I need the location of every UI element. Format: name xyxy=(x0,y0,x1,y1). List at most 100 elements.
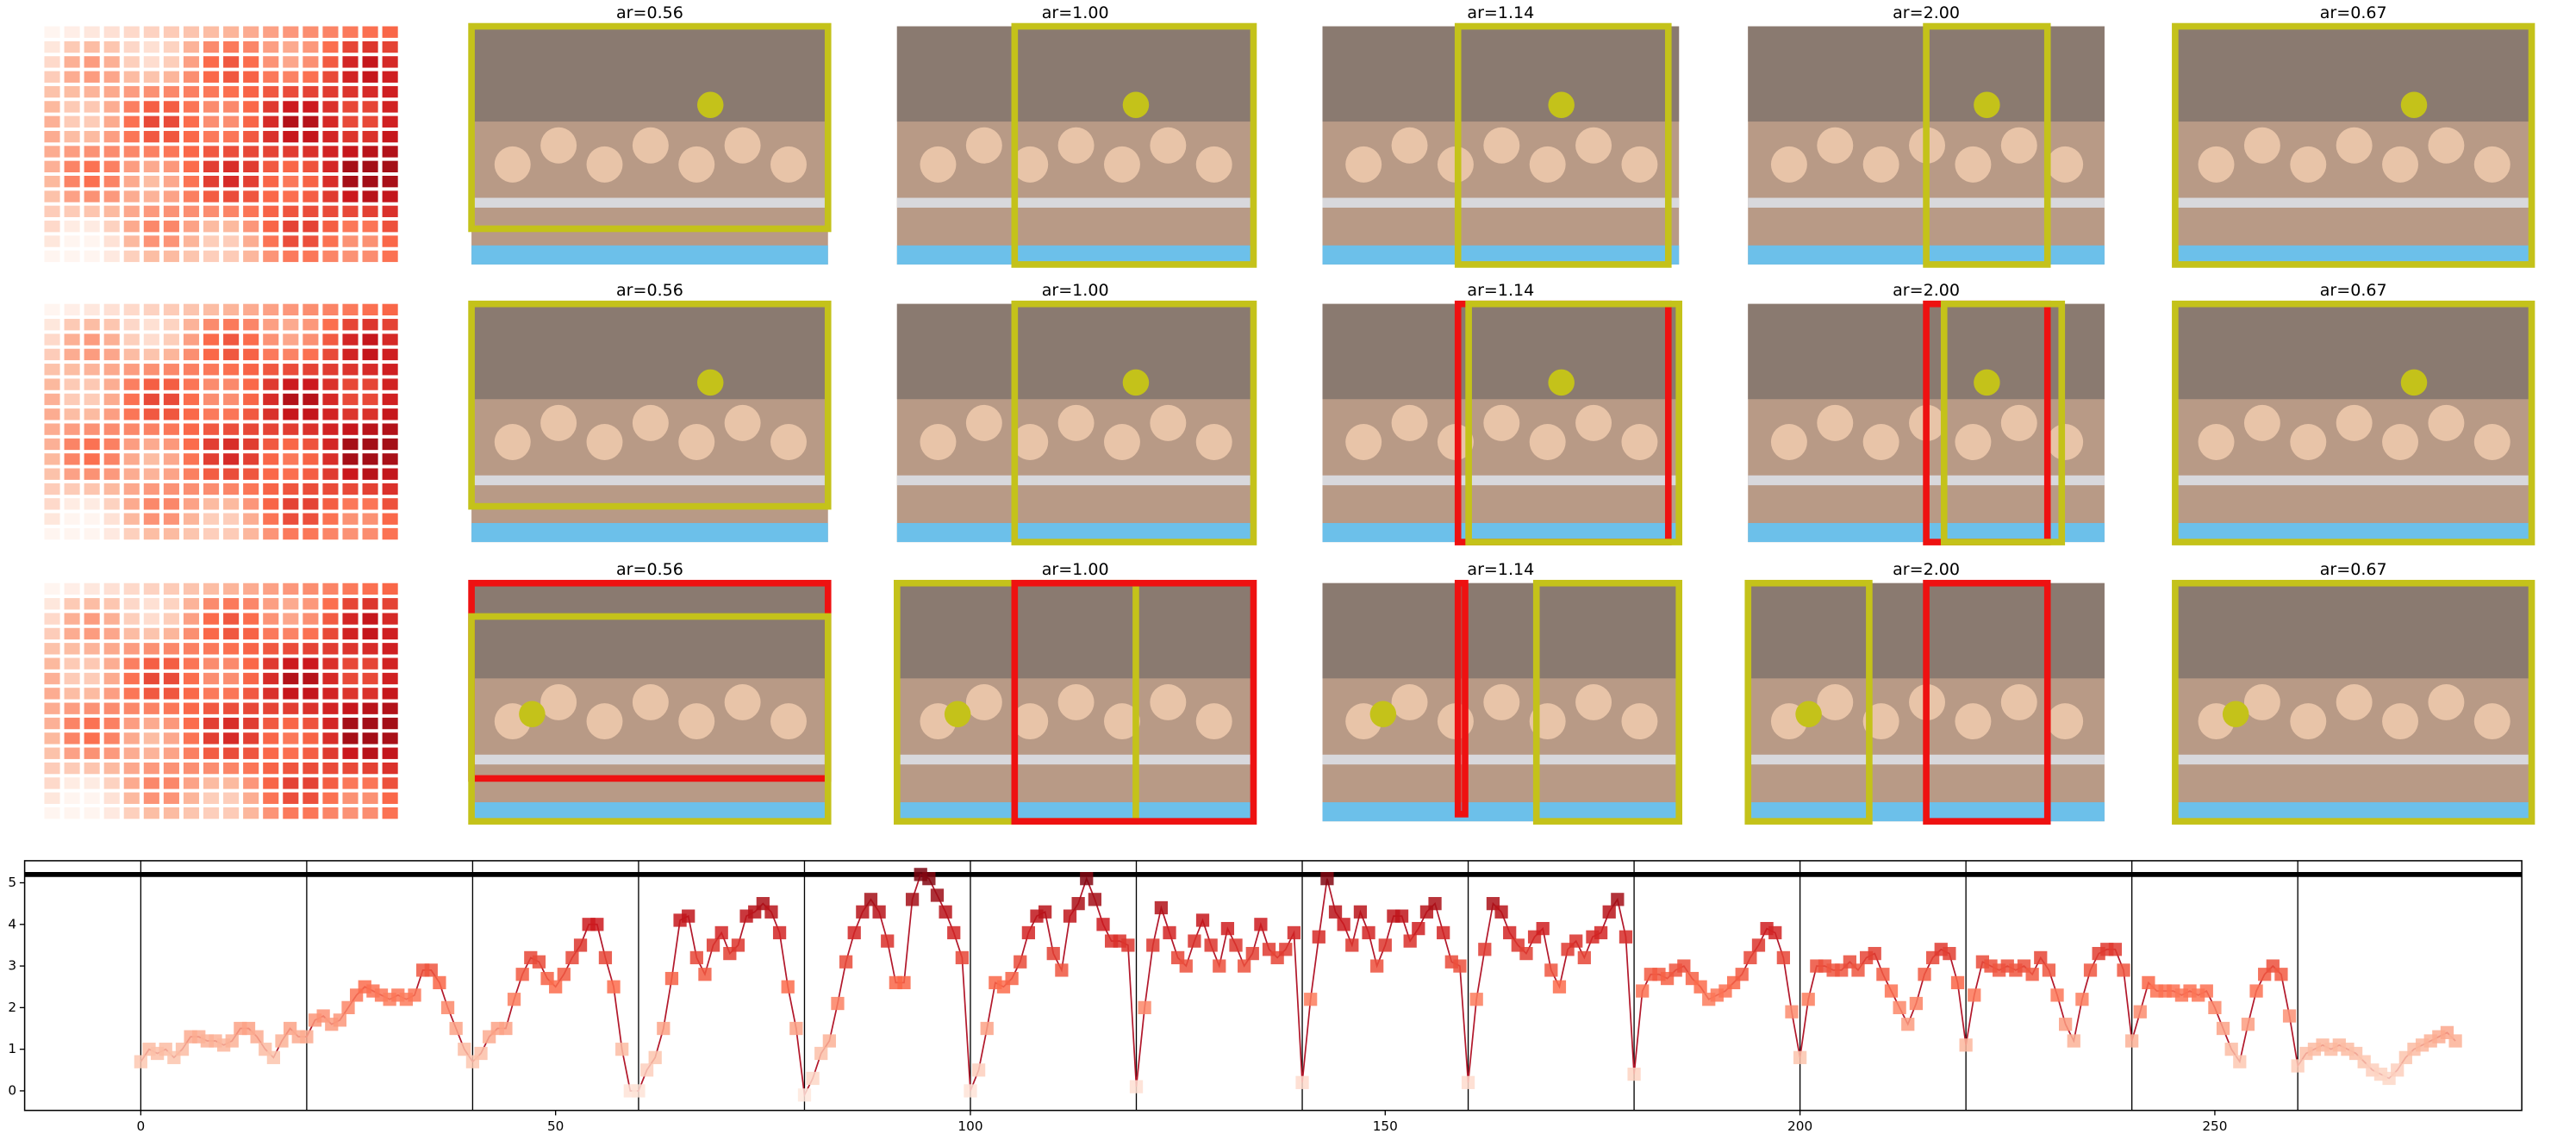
heatmap-cell xyxy=(143,146,159,158)
face xyxy=(1529,424,1566,460)
heatmap-cell xyxy=(342,235,359,247)
marker xyxy=(1238,959,1251,973)
heatmap-cell xyxy=(163,762,179,775)
face xyxy=(586,146,623,183)
heatmap-cell xyxy=(322,319,339,331)
heatmap-cell xyxy=(183,423,200,435)
heatmap-cell xyxy=(44,205,60,218)
heatmap-cell xyxy=(303,364,319,376)
heatmap-cell xyxy=(103,40,120,53)
heatmap-cell xyxy=(84,777,100,789)
face xyxy=(2382,424,2418,460)
heatmap-cell xyxy=(342,777,359,789)
face xyxy=(2382,146,2418,183)
heatmap-cell xyxy=(322,101,339,113)
heatmap-cell xyxy=(183,71,200,83)
heatmap-cell xyxy=(342,130,359,143)
heatmap-cell xyxy=(303,56,319,68)
heatmap-cell xyxy=(143,364,159,376)
heatmap-cell xyxy=(382,56,398,68)
face xyxy=(2243,127,2280,164)
heatmap-cell xyxy=(183,717,200,730)
heatmap-cell xyxy=(322,408,339,420)
heatmap-cell xyxy=(64,627,80,640)
heatmap-cell xyxy=(243,26,259,38)
heatmap-cell xyxy=(243,408,259,420)
heatmap-cell xyxy=(263,146,279,158)
gaze-dot xyxy=(2400,91,2428,118)
heatmap-cell xyxy=(84,221,100,233)
heatmap-cell xyxy=(123,453,140,465)
plot-frame xyxy=(23,860,2523,1112)
heatmap-cell xyxy=(283,71,299,83)
photo-floor xyxy=(2174,245,2532,265)
heatmap-cell xyxy=(243,688,259,700)
panel-title: ar=1.00 xyxy=(1042,560,1109,579)
heatmap-cell xyxy=(223,101,240,113)
heatmap-cell xyxy=(342,598,359,610)
heatmap-cell xyxy=(223,643,240,655)
marker xyxy=(847,925,861,940)
face xyxy=(1483,127,1520,164)
heatmap-cell xyxy=(44,115,60,128)
marker xyxy=(1461,1075,1475,1089)
heatmap-cell xyxy=(203,513,220,525)
heatmap-cell xyxy=(123,423,140,435)
face xyxy=(1195,424,1232,460)
marker xyxy=(1901,1018,1915,1031)
heatmap-cell xyxy=(103,115,120,128)
heatmap-cell xyxy=(203,378,220,390)
marker xyxy=(706,938,720,952)
heatmap-cell xyxy=(382,160,398,172)
heatmap-cell xyxy=(223,56,240,68)
marker xyxy=(1602,905,1616,919)
heatmap-cell xyxy=(243,205,259,218)
marker xyxy=(1046,946,1060,961)
bbox xyxy=(1011,579,1257,825)
marker xyxy=(1478,943,1492,956)
marker xyxy=(1370,959,1384,973)
photo-top xyxy=(471,26,828,122)
heatmap-cell xyxy=(382,483,398,495)
face xyxy=(586,703,623,740)
heatmap-cell xyxy=(223,393,240,406)
heatmap-cell xyxy=(243,717,259,730)
heatmap-cell xyxy=(382,235,398,247)
heatmap-cell xyxy=(64,702,80,714)
heatmap-cell xyxy=(303,190,319,202)
heatmap-cell xyxy=(303,762,319,775)
heatmap-cell xyxy=(163,717,179,730)
heatmap-cell xyxy=(342,71,359,83)
marker xyxy=(1950,975,1965,990)
heatmap-cell xyxy=(382,423,398,435)
heatmap-cell xyxy=(322,792,339,804)
heatmap-cell xyxy=(342,643,359,655)
heatmap-cell xyxy=(203,26,220,38)
heatmap-cell xyxy=(362,190,378,202)
heatmap-cell xyxy=(163,40,179,53)
heatmap-cell xyxy=(303,792,319,804)
heatmap-cell xyxy=(64,688,80,700)
heatmap-cell xyxy=(362,423,378,435)
heatmap-cell xyxy=(203,319,220,331)
heatmap-cell xyxy=(183,613,200,625)
heatmap-cell xyxy=(362,333,378,346)
heatmap-cell xyxy=(64,657,80,670)
heatmap-cell xyxy=(103,438,120,451)
heatmap-cell xyxy=(44,702,60,714)
face xyxy=(1862,146,1899,183)
heatmap-cell xyxy=(103,762,120,775)
heatmap-cell xyxy=(123,657,140,670)
heatmap-cell xyxy=(44,762,60,775)
heatmap-cell xyxy=(283,438,299,451)
marker xyxy=(1751,938,1766,952)
marker xyxy=(2241,1018,2255,1031)
heatmap-cell xyxy=(322,717,339,730)
heatmap-cell xyxy=(84,26,100,38)
heatmap-cell xyxy=(303,393,319,406)
heatmap-cell xyxy=(362,71,378,83)
face xyxy=(678,424,715,460)
heatmap-cell xyxy=(163,777,179,789)
heatmap-cell xyxy=(263,657,279,670)
heatmap-cell xyxy=(243,378,259,390)
